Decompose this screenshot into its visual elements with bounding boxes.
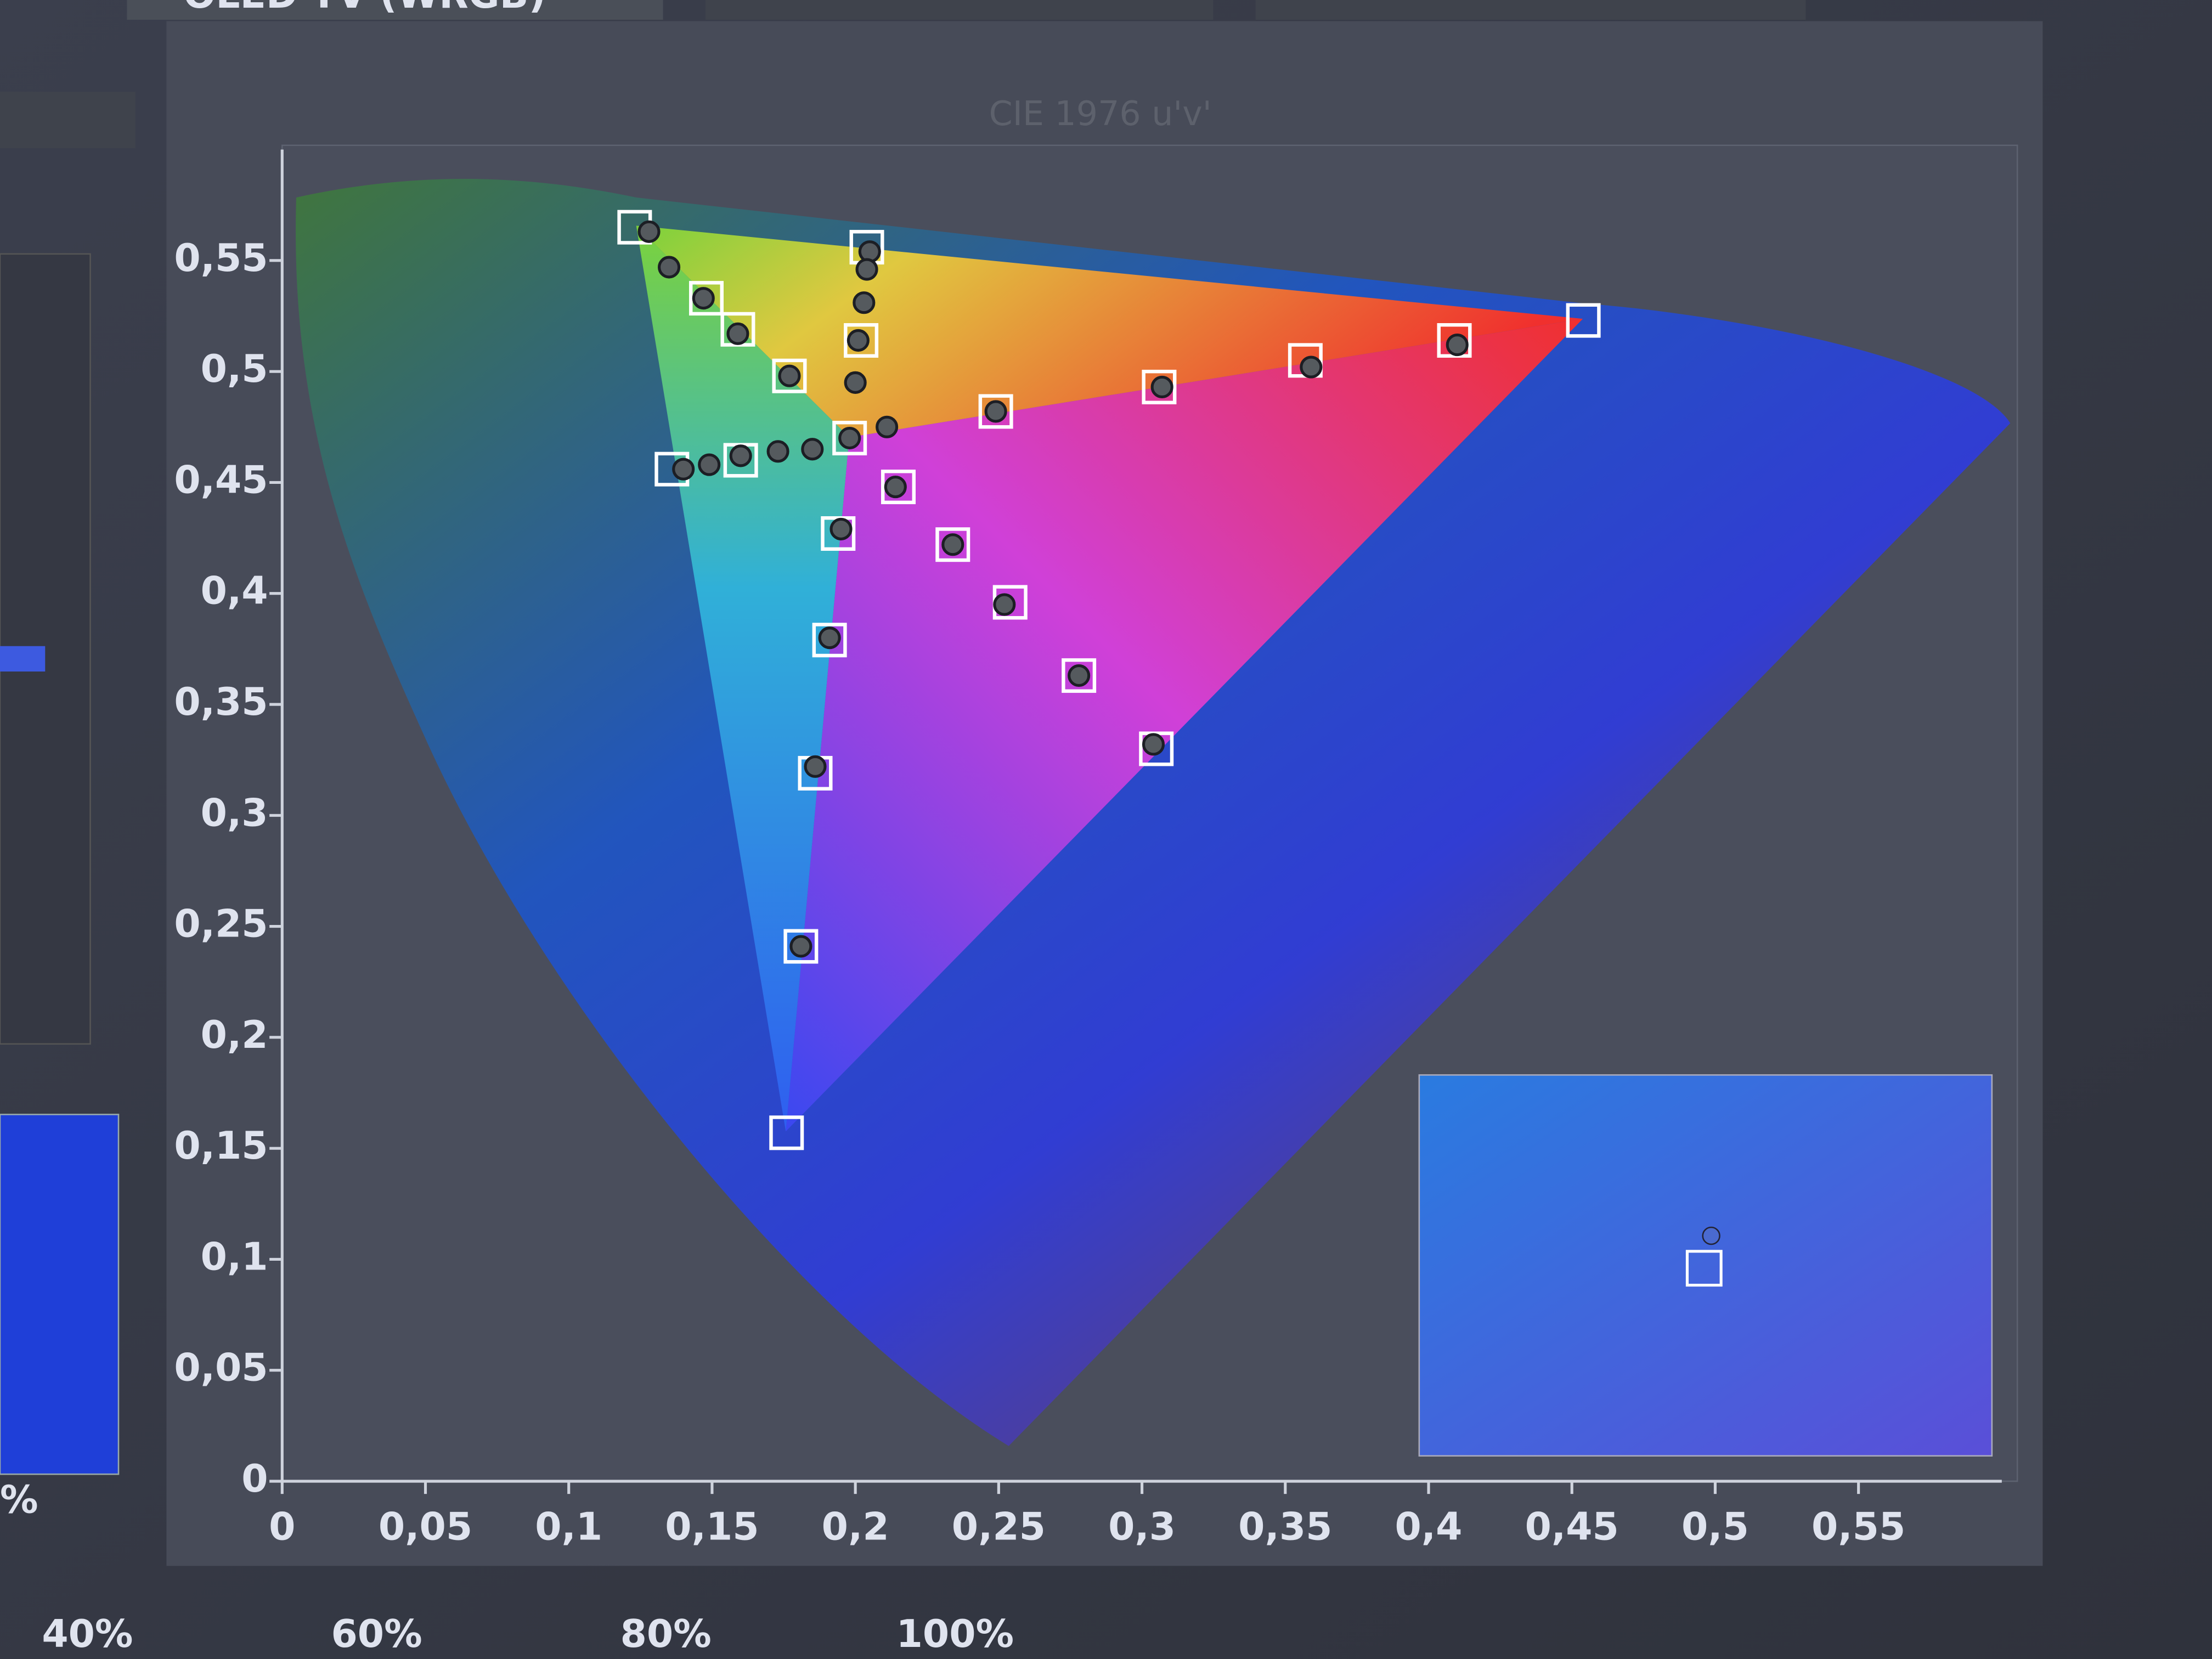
x-tick-label: 0,15 [665, 1505, 759, 1549]
top-tab [1255, 0, 1806, 20]
inset-target [1685, 1250, 1723, 1287]
measured-marker [830, 517, 853, 540]
measured-marker [766, 440, 789, 463]
measured-marker [855, 258, 878, 281]
measured-marker [941, 533, 964, 556]
measured-marker [1150, 375, 1173, 399]
y-tick-label: 0 [241, 1457, 268, 1501]
top-tab [705, 0, 1214, 20]
side-bar [0, 646, 46, 672]
x-tick-label: 0,1 [535, 1505, 602, 1549]
x-tick-label: 0,55 [1812, 1505, 1905, 1549]
measured-marker [1142, 733, 1165, 756]
top-tab [127, 0, 663, 20]
measured-marker [876, 415, 899, 438]
target-marker [978, 394, 1013, 429]
x-tick-label: 0,4 [1395, 1505, 1463, 1549]
measured-marker [801, 438, 824, 461]
y-tick-label: 0,1 [201, 1235, 268, 1279]
target-marker [832, 421, 867, 456]
target-marker [1142, 369, 1177, 404]
measured-marker [778, 364, 801, 387]
target-marker [935, 527, 970, 562]
target-marker [772, 358, 807, 393]
top-label: OLED TV (WRGB) [183, 0, 546, 17]
target-marker [1139, 731, 1174, 766]
side-swatch [0, 1114, 120, 1475]
y-tick-label: 0,45 [174, 458, 268, 502]
measured-marker [657, 256, 681, 279]
measured-marker [729, 444, 752, 467]
measured-marker [672, 458, 695, 481]
target-marker [689, 281, 724, 316]
measured-marker [698, 453, 721, 476]
y-tick-label: 0,05 [174, 1346, 268, 1390]
x-tick-label: 0,35 [1238, 1505, 1332, 1549]
x-tick-label: 0 [269, 1505, 295, 1549]
measured-marker [853, 291, 876, 314]
target-marker [1062, 658, 1097, 693]
chart-title: CIE 1976 u'v' [989, 94, 1212, 133]
measured-marker [726, 322, 749, 345]
y-tick-label: 0,2 [201, 1013, 268, 1057]
target-marker [783, 929, 819, 964]
measured-marker [993, 593, 1016, 616]
bottom-label: 60% [331, 1612, 422, 1656]
bottom-label: 100% [896, 1612, 1014, 1656]
target-marker [812, 623, 847, 658]
measured-marker [1300, 356, 1323, 379]
measured-marker [847, 329, 870, 352]
measured-marker [884, 475, 907, 499]
inset [1418, 1074, 1993, 1457]
target-marker [844, 323, 879, 358]
x-tick-label: 0,5 [1681, 1505, 1749, 1549]
measured-marker [1068, 664, 1091, 687]
gamut-region [636, 225, 849, 1132]
y-tick-label: 0,4 [201, 569, 268, 613]
y-tick-label: 0,3 [201, 791, 268, 835]
target-marker [1566, 303, 1601, 338]
x-tick-label: 0,05 [379, 1505, 472, 1549]
y-tick-label: 0,25 [174, 902, 268, 946]
dropdown [0, 92, 136, 148]
x-tick-label: 0,2 [822, 1505, 889, 1549]
measured-marker [1446, 334, 1469, 357]
x-tick-label: 0,45 [1525, 1505, 1619, 1549]
y-tick-label: 0,5 [201, 347, 268, 391]
measured-marker [692, 287, 715, 310]
bottom-label: 40% [42, 1612, 133, 1656]
target-marker [821, 516, 856, 551]
target-marker [769, 1115, 804, 1150]
measured-marker [838, 426, 861, 450]
target-marker [1437, 323, 1472, 358]
measured-marker [844, 371, 867, 394]
target-marker [881, 470, 916, 505]
measured-marker [789, 935, 812, 958]
y-tick-label: 0,15 [174, 1124, 268, 1168]
measured-marker [984, 400, 1007, 423]
inset-measure [1702, 1226, 1720, 1245]
y-tick-label: 0,35 [174, 680, 268, 724]
measured-marker [804, 755, 827, 778]
gamut-region [786, 319, 1583, 1132]
side-pct: % [0, 1479, 38, 1522]
measured-marker [637, 220, 661, 243]
x-tick-label: 0,25 [952, 1505, 1046, 1549]
bottom-label: 80% [620, 1612, 712, 1656]
x-tick-label: 0,3 [1108, 1505, 1176, 1549]
measured-marker [818, 627, 841, 650]
y-tick-label: 0,55 [174, 236, 268, 280]
